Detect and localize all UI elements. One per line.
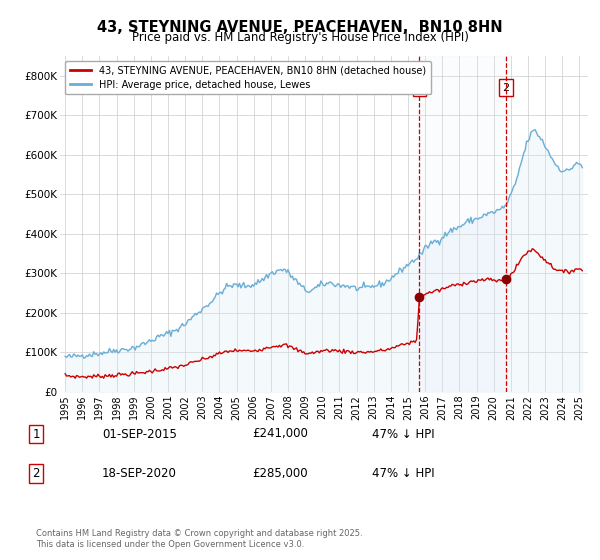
Bar — [419, 56, 506, 392]
Text: £285,000: £285,000 — [252, 466, 308, 480]
Text: 2: 2 — [32, 466, 40, 480]
Text: 01-SEP-2015: 01-SEP-2015 — [102, 427, 177, 441]
Text: 43, STEYNING AVENUE, PEACEHAVEN,  BN10 8HN: 43, STEYNING AVENUE, PEACEHAVEN, BN10 8H… — [97, 20, 503, 35]
Text: Price paid vs. HM Land Registry's House Price Index (HPI): Price paid vs. HM Land Registry's House … — [131, 31, 469, 44]
Text: 1: 1 — [416, 83, 423, 92]
Text: 47% ↓ HPI: 47% ↓ HPI — [372, 427, 434, 441]
Text: £241,000: £241,000 — [252, 427, 308, 441]
Legend: 43, STEYNING AVENUE, PEACEHAVEN, BN10 8HN (detached house), HPI: Average price, : 43, STEYNING AVENUE, PEACEHAVEN, BN10 8H… — [65, 61, 431, 95]
Text: 47% ↓ HPI: 47% ↓ HPI — [372, 466, 434, 480]
Text: 18-SEP-2020: 18-SEP-2020 — [102, 466, 177, 480]
Text: Contains HM Land Registry data © Crown copyright and database right 2025.
This d: Contains HM Land Registry data © Crown c… — [36, 529, 362, 549]
Text: 1: 1 — [32, 427, 40, 441]
Text: 2: 2 — [502, 83, 509, 92]
